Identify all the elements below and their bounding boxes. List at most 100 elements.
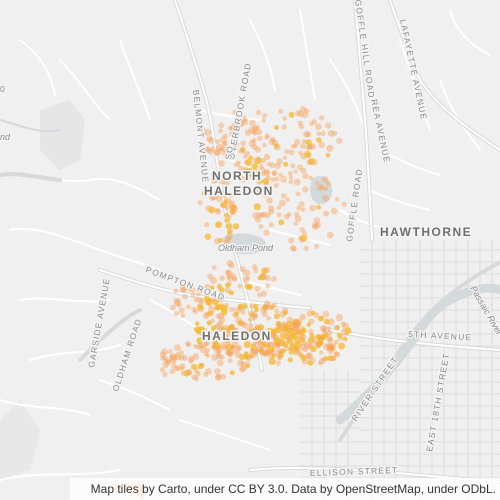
data-point: [173, 310, 180, 317]
data-point: [207, 303, 213, 308]
terrain-patch: [0, 400, 40, 480]
data-point: [249, 303, 255, 309]
data-point: [293, 320, 301, 328]
data-point: [240, 309, 246, 315]
map-attribution[interactable]: Map tiles by Carto, under CC BY 3.0. Dat…: [70, 478, 500, 500]
data-point: [243, 340, 251, 349]
data-point: [262, 142, 267, 148]
data-point: [266, 161, 272, 167]
data-point: [309, 143, 317, 150]
data-point: [333, 325, 339, 331]
data-point: [233, 161, 240, 168]
data-point: [315, 222, 322, 228]
data-point: [314, 243, 320, 249]
data-point: [243, 269, 251, 277]
data-point: [260, 157, 266, 164]
data-point: [293, 211, 300, 217]
data-point: [174, 344, 182, 352]
data-point: [258, 167, 266, 174]
data-point: [243, 154, 248, 159]
data-point: [248, 126, 256, 134]
data-point: [245, 354, 253, 362]
data-point: [234, 351, 242, 358]
terrain-patch: [40, 100, 85, 170]
data-point: [264, 303, 272, 310]
data-point: [316, 131, 321, 136]
data-point: [197, 362, 204, 370]
data-point: [294, 341, 302, 349]
data-point: [239, 366, 246, 373]
data-point: [333, 351, 341, 358]
data-point: [272, 302, 278, 308]
data-point: [301, 341, 307, 347]
data-point: [258, 224, 264, 229]
data-point: [253, 268, 259, 274]
data-point: [270, 276, 277, 282]
data-point: [264, 266, 271, 273]
data-point: [216, 320, 224, 328]
data-point: [227, 125, 233, 131]
data-point: [199, 343, 205, 349]
data-point: [223, 334, 230, 340]
data-point: [276, 205, 282, 210]
data-point: [288, 111, 295, 118]
data-point: [181, 355, 188, 361]
data-point: [199, 345, 207, 353]
data-point: [216, 143, 224, 151]
data-point: [283, 213, 290, 220]
data-point: [198, 287, 204, 293]
data-point: [197, 342, 203, 348]
data-point: [293, 221, 299, 227]
data-point: [195, 328, 202, 335]
data-point: [326, 335, 334, 343]
data-point: [307, 360, 313, 366]
data-point: [171, 358, 177, 364]
data-point: [209, 285, 215, 290]
data-point: [210, 344, 216, 349]
data-point: [263, 229, 270, 236]
data-point: [196, 344, 202, 350]
data-point: [294, 329, 301, 336]
data-point: [231, 275, 238, 281]
data-point: [290, 144, 296, 149]
data-point: [317, 360, 323, 366]
data-point: [231, 349, 237, 354]
data-point: [231, 340, 239, 348]
data-point: [240, 361, 246, 366]
data-point: [236, 160, 241, 166]
data-point: [261, 267, 268, 275]
data-point: [327, 318, 335, 326]
data-point: [315, 341, 322, 348]
data-point: [305, 131, 312, 138]
data-point: [318, 357, 326, 365]
data-point: [315, 123, 322, 131]
data-point: [251, 137, 257, 143]
data-point: [225, 269, 232, 277]
data-point: [288, 237, 295, 244]
data-point: [335, 325, 340, 330]
data-point: [178, 355, 185, 361]
data-point: [320, 335, 326, 341]
data-point: [188, 358, 194, 364]
data-point: [241, 303, 248, 310]
data-point: [300, 143, 307, 150]
data-point: [257, 328, 265, 335]
data-point: [322, 310, 330, 318]
data-point: [175, 365, 181, 371]
data-point: [276, 158, 283, 165]
data-point: [248, 322, 254, 329]
data-point: [321, 326, 328, 332]
data-point: [204, 221, 210, 228]
data-point: [276, 322, 283, 329]
data-point: [216, 283, 223, 290]
data-point: [254, 146, 262, 153]
data-point: [320, 334, 327, 341]
data-point: [260, 171, 265, 177]
data-point: [217, 312, 225, 320]
data-point: [251, 333, 258, 341]
data-point: [176, 302, 182, 308]
data-point: [253, 124, 260, 131]
data-point: [216, 349, 222, 355]
data-point: [215, 221, 223, 229]
